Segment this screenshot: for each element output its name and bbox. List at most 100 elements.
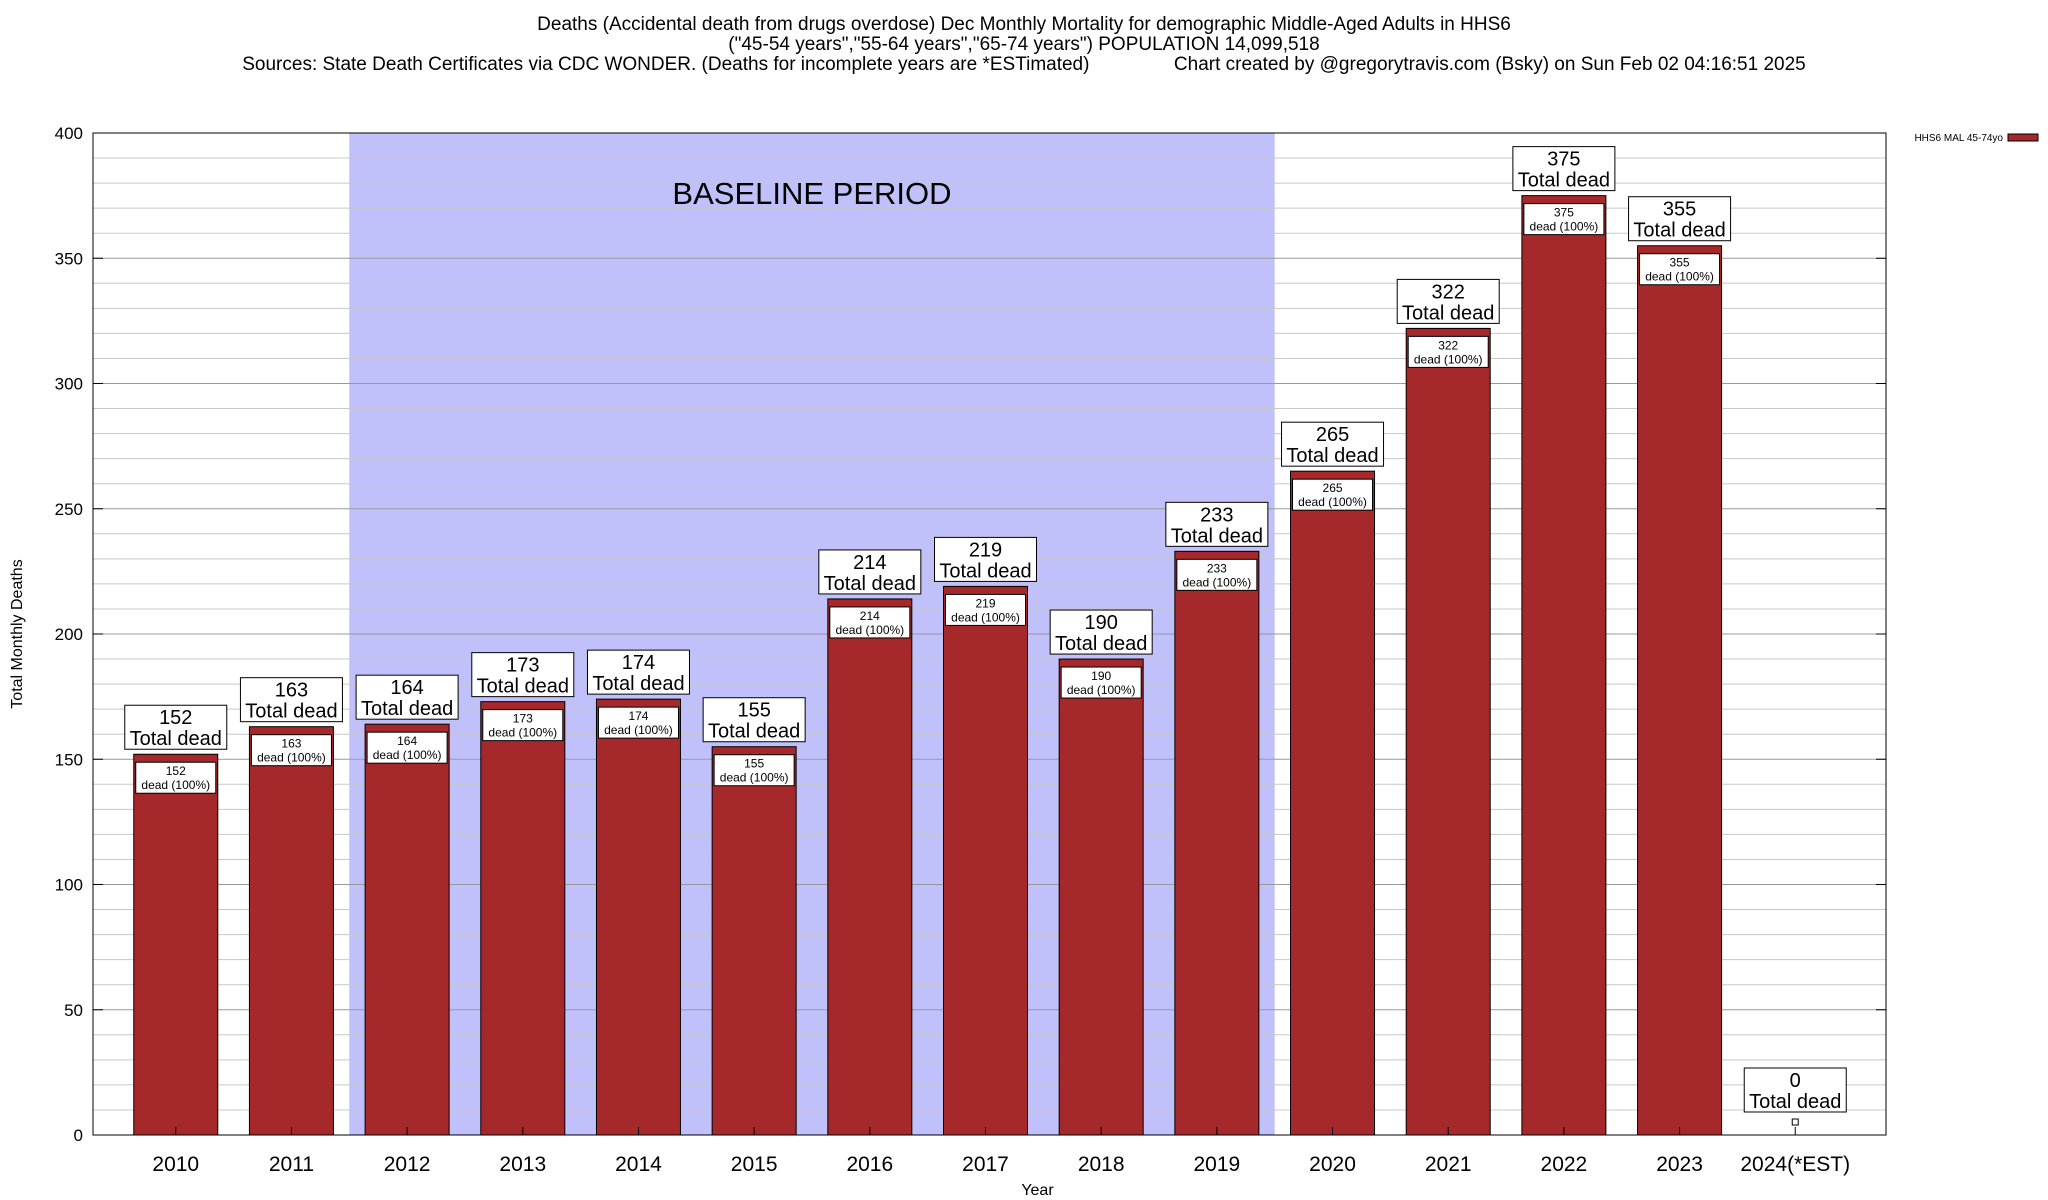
y-tick-label: 300 xyxy=(55,375,83,394)
inner-percent-label: dead (100%) xyxy=(835,623,904,637)
inner-percent-label: dead (100%) xyxy=(1530,220,1599,234)
bar xyxy=(595,698,681,1136)
total-value-label: 214 xyxy=(853,552,886,574)
bar xyxy=(827,598,913,1136)
total-value-label: 355 xyxy=(1663,199,1696,221)
inner-percent-label: dead (100%) xyxy=(1298,495,1367,509)
inner-label-box xyxy=(1292,478,1374,511)
bar xyxy=(1521,195,1607,1136)
total-value-label: 155 xyxy=(737,700,770,722)
x-axis-label: Year xyxy=(1021,1182,1054,1199)
bar xyxy=(711,746,797,1136)
bar xyxy=(133,753,219,1136)
inner-label-box xyxy=(1407,335,1489,368)
inner-label-box xyxy=(1176,558,1258,591)
inner-value-label: 164 xyxy=(397,734,417,748)
inner-label-box xyxy=(482,709,564,742)
inner-label-box xyxy=(829,606,911,639)
inner-label-box xyxy=(1523,203,1605,236)
bar xyxy=(1174,550,1260,1136)
total-label-box xyxy=(1165,501,1269,547)
total-value-label: 322 xyxy=(1432,281,1465,303)
inner-value-label: 173 xyxy=(513,712,533,726)
inner-value-label: 190 xyxy=(1091,669,1111,683)
total-value-label: 173 xyxy=(506,655,539,677)
y-tick-label: 400 xyxy=(55,124,83,143)
x-tick-label: 2016 xyxy=(846,1153,893,1176)
total-text-label: Total dead xyxy=(1402,302,1494,324)
inner-label-box xyxy=(366,731,448,764)
x-tick-label: 2011 xyxy=(269,1153,314,1176)
total-label-box xyxy=(586,649,690,695)
inner-value-label: 265 xyxy=(1323,481,1343,495)
x-tick-label: 2019 xyxy=(1193,1153,1240,1176)
inner-label-box xyxy=(1639,253,1721,286)
total-value-label: 233 xyxy=(1200,504,1233,526)
inner-percent-label: dead (100%) xyxy=(1414,352,1483,366)
inner-value-label: 355 xyxy=(1670,256,1690,270)
total-text-label: Total dead xyxy=(1171,525,1263,547)
total-value-label: 0 xyxy=(1790,1070,1801,1092)
y-tick-label: 100 xyxy=(55,876,83,895)
total-label-box xyxy=(934,536,1037,582)
chart-source-line: Sources: State Death Certificates via CD… xyxy=(242,54,1806,75)
inner-label-box xyxy=(1060,666,1142,699)
bar xyxy=(480,701,566,1136)
total-text-label: Total dead xyxy=(939,560,1031,582)
x-tick-label: 2024(*EST) xyxy=(1740,1153,1850,1176)
total-label-box xyxy=(355,674,459,720)
x-tick-label: 2015 xyxy=(731,1153,778,1176)
plot-border xyxy=(92,132,1887,1136)
inner-label-box xyxy=(945,593,1026,626)
inner-percent-label: dead (100%) xyxy=(1067,683,1136,697)
x-tick-label: 2023 xyxy=(1656,1153,1703,1176)
total-value-label: 163 xyxy=(275,680,308,702)
total-value-label: 265 xyxy=(1316,424,1349,446)
total-label-box xyxy=(818,549,922,595)
x-tick-label: 2017 xyxy=(962,1153,1009,1176)
total-label-box xyxy=(1743,1067,1847,1113)
total-value-label: 174 xyxy=(622,652,655,674)
inner-percent-label: dead (100%) xyxy=(257,751,326,765)
inner-label-box xyxy=(250,734,332,767)
total-text-label: Total dead xyxy=(130,728,222,750)
total-value-label: 164 xyxy=(390,677,423,699)
chart-subtitle: ("45-54 years","55-64 years","65-74 year… xyxy=(728,34,1320,55)
baseline-label: BASELINE PERIOD xyxy=(672,176,951,211)
inner-percent-label: dead (100%) xyxy=(1645,270,1714,284)
legend-swatch xyxy=(2007,133,2039,142)
y-tick-label: 200 xyxy=(55,625,83,644)
x-tick-label: 2014 xyxy=(615,1153,662,1176)
total-text-label: Total dead xyxy=(1518,170,1610,192)
inner-percent-label: dead (100%) xyxy=(604,723,673,737)
inner-percent-label: dead (100%) xyxy=(951,610,1020,624)
total-value-label: 190 xyxy=(1084,612,1117,634)
total-text-label: Total dead xyxy=(245,701,337,723)
bar xyxy=(1637,245,1723,1136)
bar xyxy=(364,723,450,1136)
inner-value-label: 233 xyxy=(1207,561,1227,575)
bar xyxy=(248,726,334,1136)
total-value-label: 152 xyxy=(159,707,192,729)
inner-value-label: 152 xyxy=(166,764,186,778)
total-label-box xyxy=(1281,421,1385,467)
inner-value-label: 174 xyxy=(628,709,648,723)
inner-label-box xyxy=(597,706,679,739)
bar xyxy=(1405,327,1491,1136)
total-label-box xyxy=(124,704,228,750)
y-tick-label: 250 xyxy=(55,500,83,519)
inner-percent-label: dead (100%) xyxy=(1182,575,1251,589)
inner-percent-label: dead (100%) xyxy=(488,726,557,740)
total-label-box xyxy=(1049,609,1153,655)
inner-value-label: 163 xyxy=(281,737,301,751)
total-text-label: Total dead xyxy=(1749,1091,1841,1113)
x-tick-label: 2018 xyxy=(1078,1153,1125,1176)
total-text-label: Total dead xyxy=(361,698,453,720)
y-tick-label: 350 xyxy=(55,249,83,268)
x-tick-label: 2021 xyxy=(1425,1153,1472,1176)
inner-value-label: 375 xyxy=(1554,206,1574,220)
inner-label-box xyxy=(713,754,795,787)
inner-percent-label: dead (100%) xyxy=(141,778,210,792)
